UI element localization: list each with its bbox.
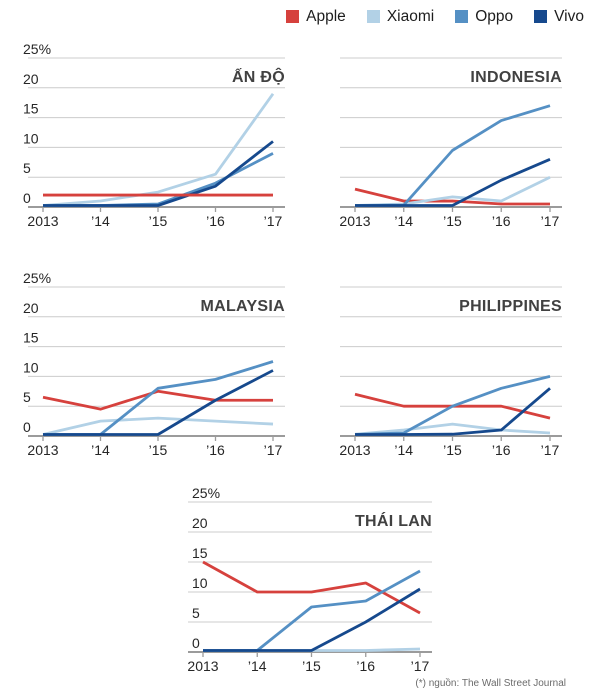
x-tick-label: ’14	[394, 442, 413, 458]
legend-label-vivo: Vivo	[554, 8, 584, 25]
legend-item-oppo: Oppo	[455, 9, 513, 25]
y-tick-label: 5	[23, 389, 31, 405]
series-line-vivo	[355, 158, 551, 207]
legend-item-xiaomi: Xiaomi	[366, 8, 435, 25]
chart-title: PHILIPPINES	[459, 298, 562, 315]
y-tick-label: 5	[23, 160, 31, 176]
chart-philippines: 2013 ’14 ’15 ’16 ’17 PHILIPPINES	[339, 286, 562, 458]
x-tick-label: 2013	[187, 658, 218, 674]
x-tick-label: ’16	[206, 442, 225, 458]
chart-title: INDONESIA	[470, 69, 562, 86]
x-tick-label: ’14	[248, 658, 267, 674]
x-tick-label: ’15	[149, 213, 168, 229]
y-tick-label: 0	[192, 635, 200, 651]
x-tick-label: ’17	[264, 213, 283, 229]
y-tick-label: 15	[23, 330, 39, 346]
x-tick-label: 2013	[339, 442, 370, 458]
x-tick-label: ’14	[91, 213, 110, 229]
x-tick-label: ’17	[264, 442, 283, 458]
legend-label-xiaomi: Xiaomi	[386, 8, 435, 25]
series-line-xiaomi	[42, 92, 275, 207]
x-tick-label: 2013	[27, 442, 58, 458]
chart-thailand: 2013 ’14 ’15 ’16 ’17 0 5 10 15 20 25% THÁI LAN	[187, 485, 432, 674]
x-tick-label: ’15	[149, 442, 168, 458]
y-tick-label: 10	[192, 575, 208, 591]
series-line-oppo	[43, 152, 274, 207]
chart-india: 2013 ’14 ’15 ’16 ’17 0 5 10 15 20 25% ẤN ĐỘ	[23, 41, 285, 229]
series-line-vivo	[43, 369, 274, 436]
series-line-vivo	[203, 587, 421, 652]
y-tick-label: 15	[192, 545, 208, 561]
chart-malaysia: 2013 ’14 ’15 ’16 ’17 0 5 10 15 20 25% MALAYSIA	[23, 270, 285, 458]
x-tick-label: ’17	[541, 442, 560, 458]
chart-indonesia: 2013 ’14 ’15 ’16 ’17 INDONESIA	[339, 57, 562, 229]
y-tick-label: 20	[23, 300, 39, 316]
legend: Apple Xiaomi Oppo Vivo	[286, 9, 584, 25]
x-tick-label: ’15	[443, 213, 462, 229]
xiaomi-color-swatch	[366, 10, 380, 24]
chart-title: MALAYSIA	[201, 298, 286, 315]
x-tick-label: 2013	[27, 213, 58, 229]
chart-title: ẤN ĐỘ	[232, 67, 285, 86]
chart-title: THÁI LAN	[355, 511, 432, 530]
x-tick-label: ’14	[394, 213, 413, 229]
x-tick-label: ’16	[356, 658, 375, 674]
x-tick-label: ’16	[492, 213, 511, 229]
series-line-xiaomi	[42, 416, 274, 436]
apple-color-swatch	[286, 10, 300, 24]
y-tick-label: 20	[23, 71, 39, 87]
x-tick-label: ’15	[302, 658, 321, 674]
legend-label-oppo: Oppo	[475, 8, 514, 25]
y-tick-label: 10	[23, 130, 39, 146]
series-line-vivo	[355, 387, 551, 436]
vivo-color-swatch	[534, 10, 548, 24]
x-tick-label: ’15	[443, 442, 462, 458]
x-tick-label: ’17	[411, 658, 430, 674]
legend-label-apple: Apple	[306, 8, 346, 25]
x-tick-label: ’16	[492, 442, 511, 458]
y-tick-label: 10	[23, 359, 39, 375]
y-tick-label: 25%	[23, 270, 51, 286]
source-note: (*) nguồn: The Wall Street Journal	[415, 678, 566, 689]
oppo-color-swatch	[455, 10, 469, 24]
y-tick-label: 25%	[23, 41, 51, 57]
x-tick-label: 2013	[339, 213, 370, 229]
y-tick-label: 15	[23, 101, 39, 117]
legend-item-vivo: Vivo	[534, 9, 584, 25]
y-tick-label: 5	[192, 605, 200, 621]
y-tick-label: 0	[23, 419, 31, 435]
series-line-apple	[42, 389, 273, 411]
x-tick-label: ’17	[541, 213, 560, 229]
legend-item-apple: Apple	[286, 9, 346, 25]
x-tick-label: ’16	[206, 213, 225, 229]
series-line-apple	[354, 187, 550, 206]
x-tick-label: ’14	[91, 442, 110, 458]
series-line-apple	[202, 560, 421, 615]
series-line-xiaomi	[354, 422, 551, 436]
y-tick-label: 0	[23, 190, 31, 206]
series-line-oppo	[354, 375, 551, 436]
y-tick-label: 25%	[192, 485, 220, 501]
series-line-oppo	[203, 569, 421, 652]
y-tick-label: 20	[192, 515, 208, 531]
series-line-vivo	[43, 140, 274, 207]
